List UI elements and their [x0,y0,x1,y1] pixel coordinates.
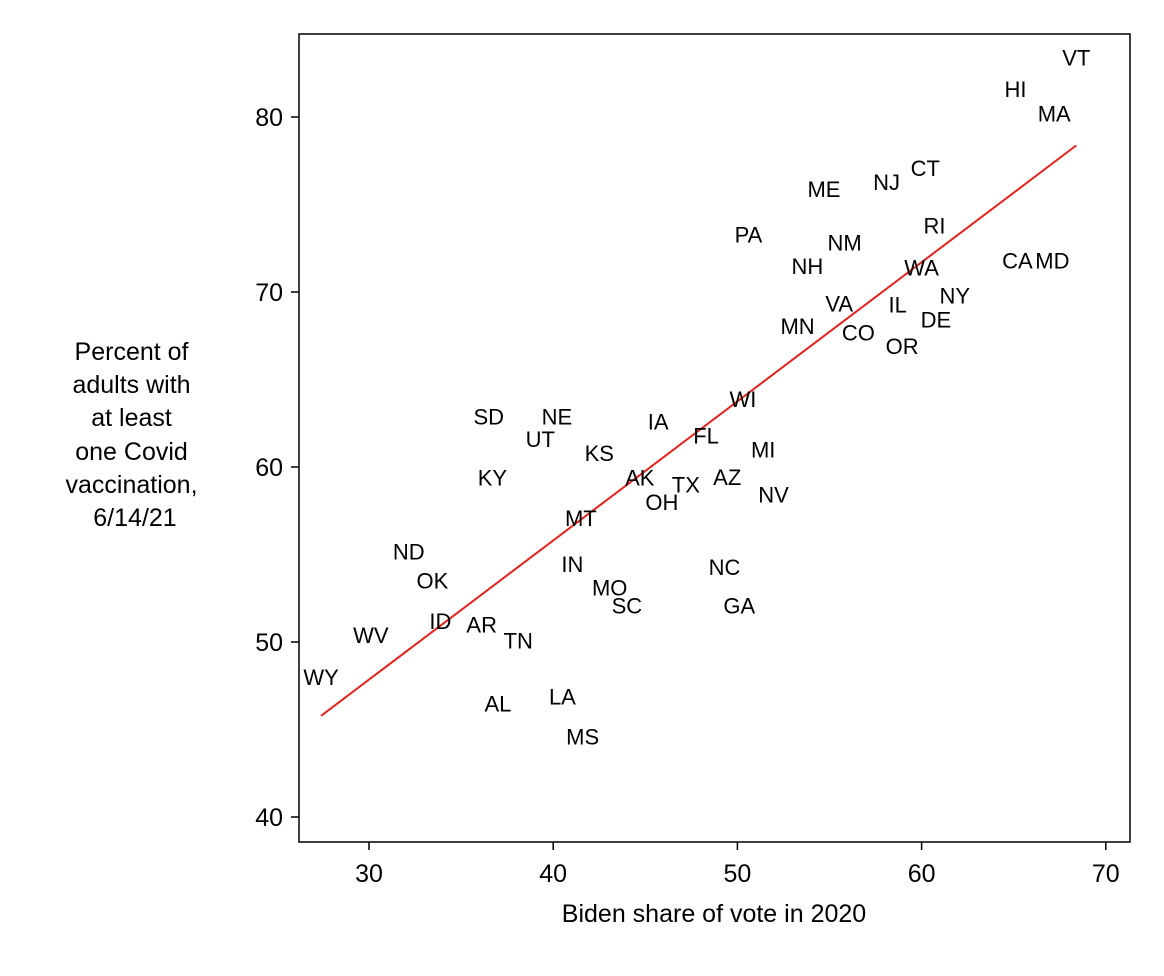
point-label-fl: FL [693,424,719,449]
point-label-ny: NY [939,284,970,309]
point-label-nc: NC [709,555,741,580]
point-label-oh: OH [645,490,678,515]
point-label-in: IN [561,552,583,577]
point-label-mi: MI [751,438,775,463]
point-label-wa: WA [904,256,939,281]
point-label-mo: MO [592,575,627,600]
point-label-wy: WY [303,665,339,690]
y-tick-label: 50 [255,629,283,657]
point-label-ok: OK [417,569,449,594]
point-label-nj: NJ [873,170,900,195]
point-label-sd: SD [473,404,504,429]
point-label-vt: VT [1062,46,1090,71]
point-label-md: MD [1035,249,1069,274]
point-label-ms: MS [566,725,599,750]
y-axis-label: Percent of adults with at least one Covi… [66,338,205,532]
x-tick-label: 60 [908,860,936,888]
x-axis-label: Biden share of vote in 2020 [562,900,866,928]
point-label-az: AZ [713,465,741,490]
point-label-ca: CA [1002,249,1033,274]
point-label-ut: UT [526,427,555,452]
point-label-mt: MT [565,506,597,531]
point-label-nv: NV [758,482,789,507]
y-tick-label: 80 [255,104,283,132]
y-tick-label: 40 [255,804,283,832]
point-label-pa: PA [735,222,763,247]
point-label-wi: WI [729,387,756,412]
point-label-ri: RI [923,214,945,239]
point-label-ar: AR [466,613,497,638]
point-label-ia: IA [648,410,669,435]
point-label-tn: TN [504,628,533,653]
point-label-me: ME [807,177,840,202]
point-label-ak: AK [625,466,655,491]
point-label-id: ID [429,609,451,634]
point-label-ne: NE [542,404,573,429]
point-label-ma: MA [1038,102,1071,127]
point-label-nh: NH [792,254,824,279]
point-label-la: LA [549,684,576,709]
point-label-sc: SC [612,593,643,618]
point-label-tx: TX [672,473,700,498]
point-label-il: IL [888,292,906,317]
point-label-or: OR [886,334,919,359]
point-label-mn: MN [780,314,814,339]
point-label-ga: GA [723,593,755,618]
point-label-al: AL [484,691,511,716]
plot-frame [298,33,1131,843]
x-tick-label: 70 [1092,860,1120,888]
point-label-ct: CT [911,156,940,181]
x-tick-label: 40 [539,860,567,888]
point-label-co: CO [842,320,875,345]
y-axis: 40 50 60 70 80 [255,104,299,832]
y-tick-label: 60 [255,454,283,482]
point-label-nm: NM [827,230,861,255]
point-label-va: VA [825,292,853,317]
point-label-nd: ND [393,539,425,564]
fit-line [320,144,1077,717]
point-label-hi: HI [1005,77,1027,102]
x-tick-label: 30 [355,860,383,888]
x-tick-label: 50 [723,860,751,888]
x-axis: 30 40 50 60 70 [355,842,1120,888]
point-label-ky: KY [478,466,508,491]
point-label-ks: KS [585,441,614,466]
point-label-wv: WV [353,623,389,648]
point-label-de: DE [921,307,952,332]
y-tick-label: 70 [255,279,283,307]
